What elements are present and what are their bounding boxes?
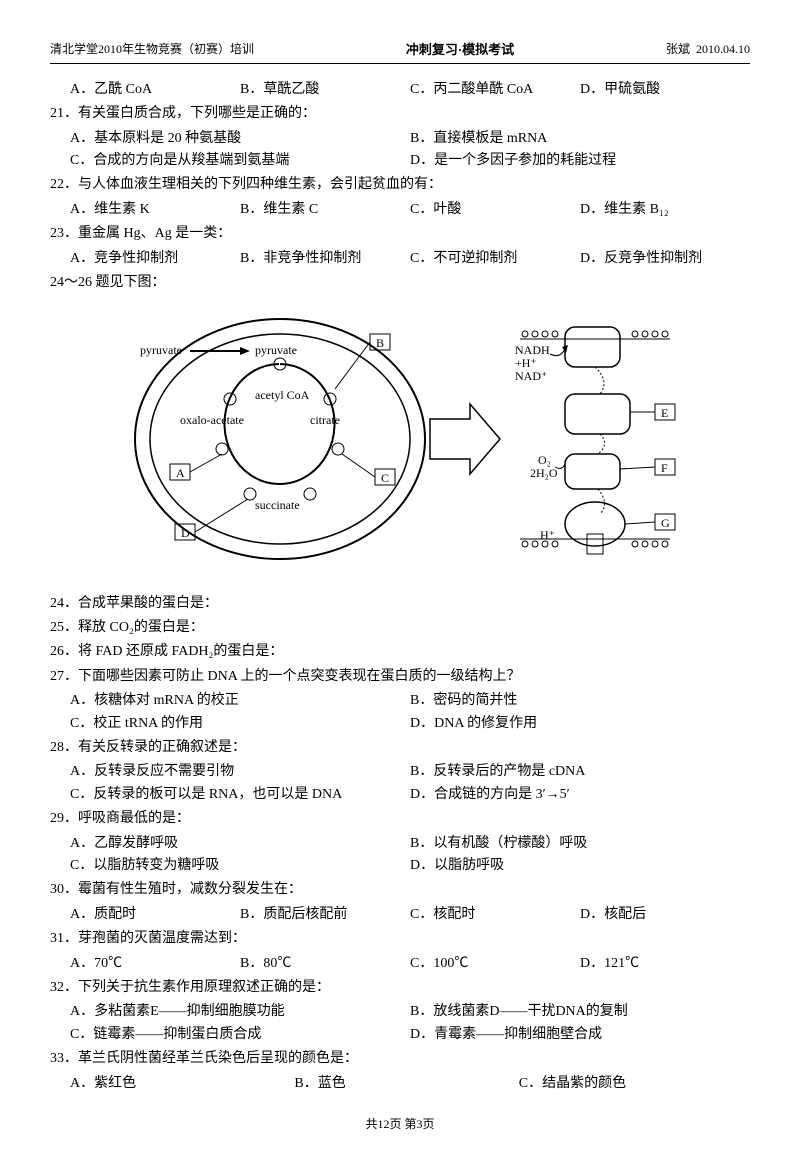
opt-a: A．基本原料是 20 种氨基酸 [70, 128, 410, 150]
opt-b: B．密码的简并性 [410, 690, 750, 712]
q29-stem: 29．呼吸商最低的是： [50, 808, 750, 830]
page-footer: 共12页 第3页 [50, 1115, 750, 1134]
opt-c: C．链霉素——抑制蛋白质合成 [70, 1024, 410, 1046]
opt-a: A．乙醇发酵呼吸 [70, 833, 410, 855]
q22-options: A．维生素 K B．维生素 C C．叶酸 D．维生素 B₁₂ [50, 199, 750, 221]
q32-options: A．多粘菌素E——抑制细胞膜功能 B．放线菌素D——干扰DNA的复制 C．链霉素… [50, 1001, 750, 1046]
opt-b: B．以有机酸（柠檬酸）呼吸 [410, 833, 750, 855]
q28-stem: 28．有关反转录的正确叙述是： [50, 737, 750, 759]
opt-d: D．以脂肪呼吸 [410, 855, 750, 877]
opt-a: A．70℃ [70, 953, 240, 975]
opt-d: D．121℃ [580, 953, 750, 975]
label-succinate: succinate [255, 498, 300, 512]
label-oxalo: oxalo-acetate [180, 413, 244, 427]
label-C: C [381, 471, 389, 485]
opt-c: C．反转录的板可以是 RNA，也可以是 DNA [70, 784, 410, 806]
opt-a: A．核糖体对 mRNA 的校正 [70, 690, 410, 712]
q24-stem: 24．合成苹果酸的蛋白是： [50, 593, 750, 615]
opt-a: A．质配时 [70, 904, 240, 926]
page-header: 清北学堂2010年生物竞赛（初赛）培训 冲刺复习·模拟考试 张斌 2010.04… [50, 40, 750, 64]
q21-options: A．基本原料是 20 种氨基酸 B．直接模板是 mRNA C．合成的方向是从羧基… [50, 128, 750, 173]
opt-d: D．反竞争性抑制剂 [580, 248, 750, 270]
q28-options: A．反转录反应不需要引物 B．反转录后的产物是 cDNA C．反转录的板可以是 … [50, 761, 750, 806]
opt-c: C．以脂肪转变为糖呼吸 [70, 855, 410, 877]
q33-options: A．紫红色 B．蓝色 C．结晶紫的颜色 [50, 1073, 750, 1095]
q27-options: A．核糖体对 mRNA 的校正 B．密码的简并性 C．校正 tRNA 的作用 D… [50, 690, 750, 735]
opt-c: C．结晶紫的颜色 [519, 1073, 743, 1095]
label-citrate: citrate [310, 413, 340, 427]
q30-stem: 30．霉菌有性生殖时，减数分裂发生在： [50, 879, 750, 901]
opt-b: B．质配后核配前 [240, 904, 410, 926]
opt-a: A．竞争性抑制剂 [70, 248, 240, 270]
opt-c: C．100℃ [410, 953, 580, 975]
label-G: G [661, 516, 670, 530]
label-nadh: NADH [515, 343, 550, 357]
opt-b: B．放线菌素D——干扰DNA的复制 [410, 1001, 750, 1023]
label-D: D [181, 526, 190, 540]
q22-stem: 22．与人体血液生理相关的下列四种维生素，会引起贫血的有： [50, 174, 750, 196]
label-pyruvate2: pyruvate [255, 343, 297, 357]
opt-a: A．乙酰 CoA [70, 79, 240, 101]
opt-d: D．青霉素——抑制细胞壁合成 [410, 1024, 750, 1046]
q25-stem: 25．释放 CO₂的蛋白是： [50, 617, 750, 639]
opt-d: D．合成链的方向是 3′→5′ [410, 784, 750, 806]
opt-a: A．紫红色 [70, 1073, 294, 1095]
label-h2o: 2H₂O [530, 466, 558, 480]
label-B: B [376, 336, 384, 350]
opt-c: C．核配时 [410, 904, 580, 926]
q32-stem: 32．下列关于抗生素作用原理叙述正确的是： [50, 977, 750, 999]
q21-stem: 21．有关蛋白质合成，下列哪些是正确的： [50, 103, 750, 125]
label-E: E [661, 406, 668, 420]
opt-c: C．丙二酸单酰 CoA [410, 79, 580, 101]
opt-d: D．甲硫氨酸 [580, 79, 750, 101]
opt-d: D．核配后 [580, 904, 750, 926]
opt-a: A．反转录反应不需要引物 [70, 761, 410, 783]
q29-options: A．乙醇发酵呼吸 B．以有机酸（柠檬酸）呼吸 C．以脂肪转变为糖呼吸 D．以脂肪… [50, 833, 750, 878]
opt-c: C．校正 tRNA 的作用 [70, 713, 410, 735]
q30-options: A．质配时 B．质配后核配前 C．核配时 D．核配后 [50, 904, 750, 926]
q26-stem: 26．将 FAD 还原成 FADH₂的蛋白是： [50, 641, 750, 663]
opt-b: B．非竞争性抑制剂 [240, 248, 410, 270]
label-hplus: H⁺ [540, 528, 555, 542]
header-right: 张斌 2010.04.10 [666, 40, 750, 61]
label-o2: O₂ [538, 453, 551, 467]
q27-stem: 27．下面哪些因素可防止 DNA 上的一个点突变表现在蛋白质的一级结构上？ [50, 666, 750, 688]
opt-b: B．反转录后的产物是 cDNA [410, 761, 750, 783]
q31-stem: 31．芽孢菌的灭菌温度需达到： [50, 928, 750, 950]
opt-d: D．维生素 B₁₂ [580, 199, 750, 221]
opt-b: B．维生素 C [240, 199, 410, 221]
opt-b: B．直接模板是 mRNA [410, 128, 750, 150]
opt-b: B．草酰乙酸 [240, 79, 410, 101]
label-F: F [661, 461, 668, 475]
q33-stem: 33．革兰氏阴性菌经革兰氏染色后呈现的颜色是： [50, 1048, 750, 1070]
opt-c: C．不可逆抑制剂 [410, 248, 580, 270]
label-pyruvate1: pyruvate [140, 343, 182, 357]
label-acetylcoa: acetyl CoA [255, 388, 310, 402]
opt-a: A．维生素 K [70, 199, 240, 221]
q24-26-intro: 24～26 题见下图： [50, 272, 750, 294]
opt-c: C．叶酸 [410, 199, 580, 221]
q23-options: A．竞争性抑制剂 B．非竞争性抑制剂 C．不可逆抑制剂 D．反竞争性抑制剂 [50, 248, 750, 270]
q20-options: A．乙酰 CoA B．草酰乙酸 C．丙二酸单酰 CoA D．甲硫氨酸 [50, 79, 750, 101]
header-left: 清北学堂2010年生物竞赛（初赛）培训 [50, 40, 254, 61]
q31-options: A．70℃ B．80℃ C．100℃ D．121℃ [50, 953, 750, 975]
opt-b: B．蓝色 [294, 1073, 518, 1095]
opt-b: B．80℃ [240, 953, 410, 975]
q23-stem: 23．重金属 Hg、Ag 是一类： [50, 223, 750, 245]
opt-c: C．合成的方向是从羧基端到氨基端 [70, 150, 410, 172]
opt-a: A．多粘菌素E——抑制细胞膜功能 [70, 1001, 410, 1023]
header-center: 冲刺复习·模拟考试 [406, 40, 514, 61]
mitochondrion-diagram: pyruvate pyruvate acetyl CoA citrate oxa… [50, 309, 750, 577]
label-A: A [176, 466, 185, 480]
label-h1: +H⁺ [515, 356, 537, 370]
label-nad: NAD⁺ [515, 369, 547, 383]
opt-d: D．是一个多因子参加的耗能过程 [410, 150, 750, 172]
opt-d: D．DNA 的修复作用 [410, 713, 750, 735]
